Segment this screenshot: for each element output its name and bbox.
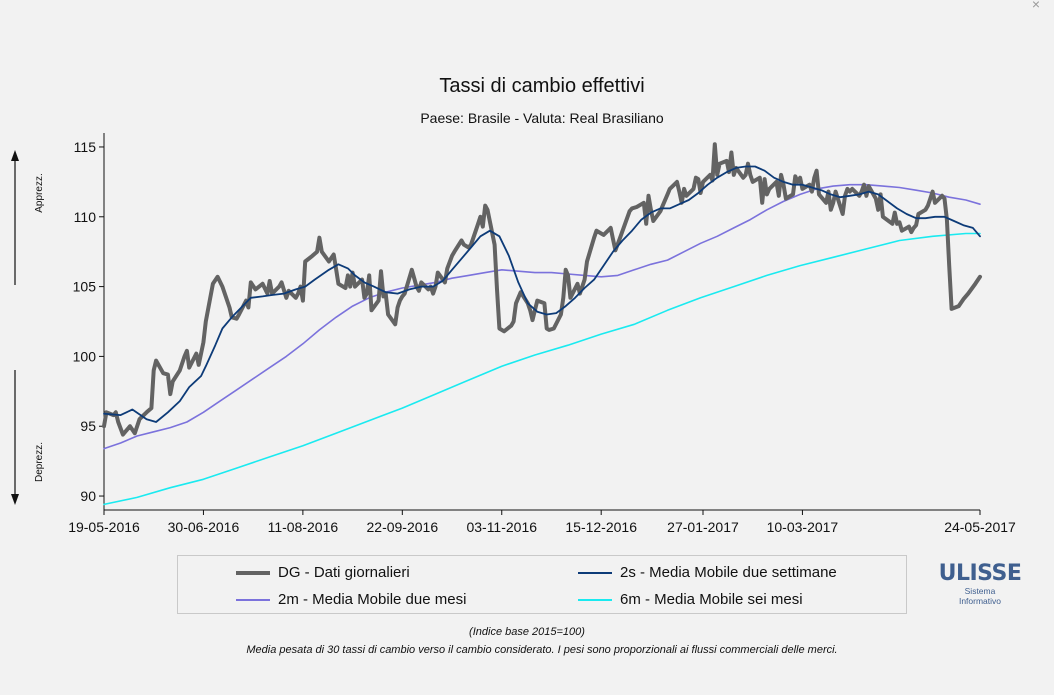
legend-swatch-2m: [236, 598, 270, 601]
depreciation-arrow: [11, 370, 19, 505]
exchange-rate-chart: Tassi di cambio effettivi Paese: Brasile…: [11, 75, 1016, 535]
y-tick-label: 105: [73, 279, 97, 295]
x-tick-label: 15-12-2016: [565, 519, 637, 535]
ulisse-logo: ULISSE Sistema Informativo: [930, 561, 1030, 607]
series-line-2m: [103, 183, 981, 450]
weights-note: Media pesata di 30 tassi di cambio verso…: [246, 644, 838, 656]
legend-label-6m: 6m - Media Mobile sei mesi: [620, 591, 803, 608]
legend-swatch-dg: [236, 570, 270, 575]
chart-title: Tassi di cambio effettivi: [439, 75, 644, 97]
y-tick-label: 115: [74, 139, 97, 155]
y-tick-label: 100: [73, 348, 97, 364]
legend-label-2m: 2m - Media Mobile due mesi: [278, 591, 467, 608]
x-axis-ticks: 19-05-2016 30-06-2016 11-08-2016 22-09-2016…: [68, 510, 1016, 535]
legend-item-2s: 2s - Media Mobile due settimane: [578, 564, 837, 581]
legend-swatch-6m: [578, 598, 612, 601]
legend-swatch-2s: [578, 571, 612, 574]
apprezz-label: Apprezz.: [34, 173, 45, 212]
close-icon[interactable]: ×: [1031, 0, 1040, 12]
appreciation-arrow: [11, 150, 19, 285]
ulisse-logo-sub2: Informativo: [958, 596, 1002, 606]
legend-item-dg: DG - Dati giornalieri: [236, 564, 410, 581]
series-layer: [102, 142, 982, 506]
y-tick-label: 110: [74, 209, 97, 225]
legend: DG - Dati giornalieri 2s - Media Mobile …: [177, 555, 907, 614]
x-tick-label: 22-09-2016: [367, 519, 439, 535]
series-line-6m: [103, 232, 981, 506]
deprezz-label: Deprezz.: [34, 442, 45, 482]
ulisse-logo-sub1: Sistema: [964, 586, 996, 596]
y-axis-ticks: 90 95 100 105 110 115: [73, 139, 104, 504]
x-tick-label: 24-05-2017: [944, 519, 1016, 535]
x-tick-label: 27-01-2017: [667, 519, 739, 535]
ulisse-logo-text: ULISSE: [938, 561, 1022, 586]
x-tick-label: 30-06-2016: [168, 519, 240, 535]
chart-subtitle: Paese: Brasile - Valuta: Real Brasiliano: [420, 110, 664, 126]
x-tick-label: 10-03-2017: [767, 519, 839, 535]
base-index-note: (Indice base 2015=100): [469, 626, 585, 638]
x-tick-label: 19-05-2016: [68, 519, 140, 535]
y-tick-label: 95: [80, 418, 96, 434]
x-tick-label: 11-08-2016: [268, 519, 339, 535]
legend-label-2s: 2s - Media Mobile due settimane: [620, 564, 837, 581]
series-line-dg: [102, 142, 982, 437]
legend-item-2m: 2m - Media Mobile due mesi: [236, 591, 466, 608]
legend-item-6m: 6m - Media Mobile sei mesi: [578, 591, 803, 608]
x-tick-label: 03-11-2016: [466, 519, 537, 535]
legend-label-dg: DG - Dati giornalieri: [278, 564, 410, 581]
y-tick-label: 90: [80, 488, 96, 504]
series-line-2s: [103, 165, 981, 423]
